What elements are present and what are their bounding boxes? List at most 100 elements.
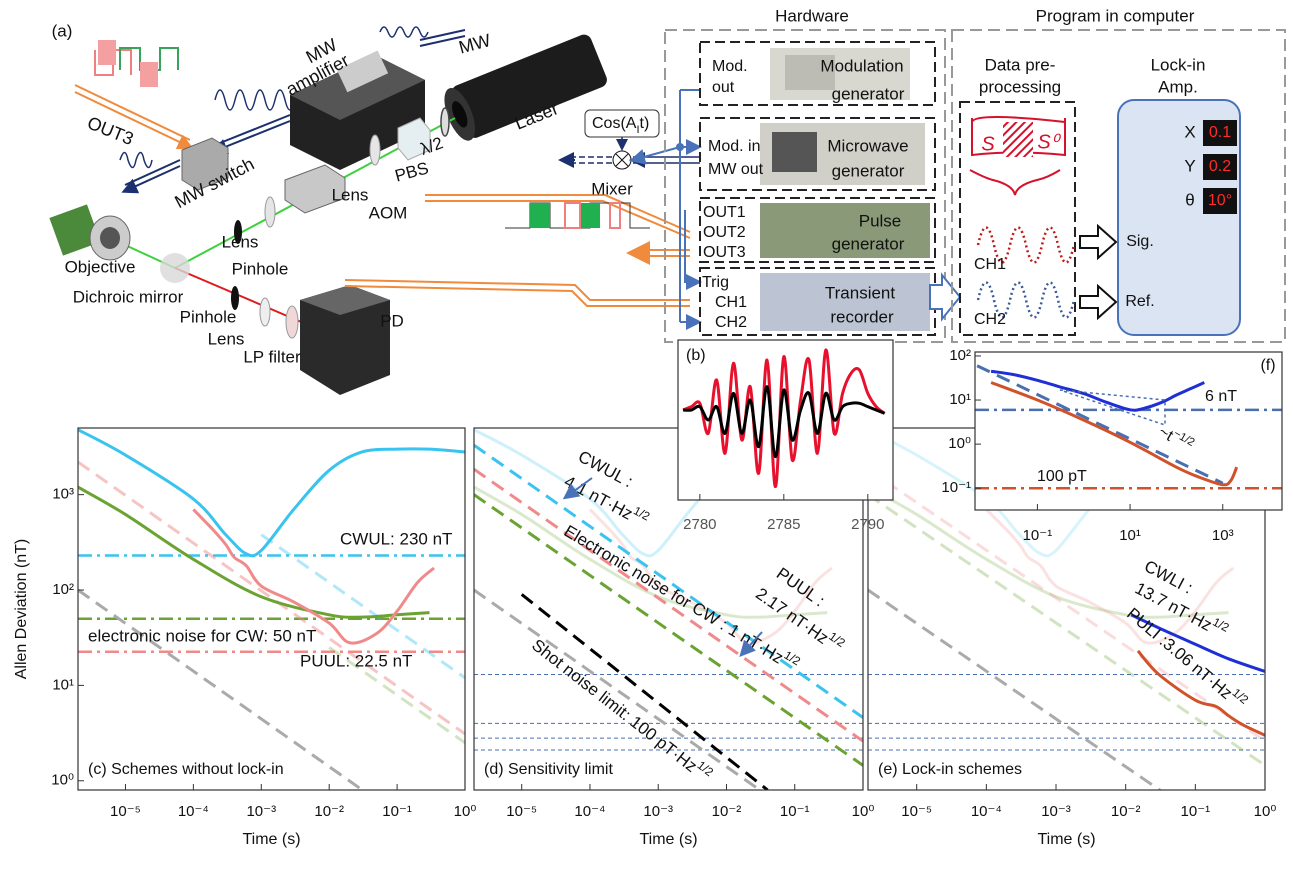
x-tick-label: 10⁻³ [246,803,276,820]
label: Amp. [1158,77,1198,96]
x-tick-label: 2785 [767,516,800,533]
label: (a) [52,21,73,40]
frame [77,427,466,791]
cos-label: Cos(AIt) [592,115,649,136]
label: Pinhole [180,307,237,326]
readout-value: 10° [1208,192,1232,209]
x-tick-label: 10⁻² [1111,803,1141,820]
y-tick-label: 10¹ [52,676,74,693]
signal-chain [558,29,1286,343]
annotation-text: Electronic noise for CW : 1 nT·Hz [560,522,786,668]
label: Hardware [775,6,849,25]
x-tick-label: 10⁻¹ [1181,803,1211,820]
data-line [78,428,465,558]
data-line [78,460,465,736]
label: Mod. [712,58,748,75]
y-tick-label: 10² [52,581,74,598]
panel-label: (e) Lock-in schemes [878,761,1022,778]
label: Lens [332,185,369,204]
y-tick-label: 10¹ [949,391,971,408]
data-line [682,348,886,489]
data-line [990,381,1239,487]
panel-label: (d) Sensitivity limit [484,761,613,778]
data-line [474,588,763,790]
data-line [868,493,1265,767]
label: MW [457,30,493,58]
x-axis-label: Time (s) [1037,831,1095,848]
data-line [78,588,365,790]
data-line [474,467,863,743]
x-tick-label: 10⁻⁴ [178,803,209,820]
label: OUT1 [703,204,746,221]
cos-subscript: I [636,124,639,136]
x-tick-label: 10⁻⁵ [110,803,141,820]
panel: 10⁻⁵ 10⁻⁴ 10⁻³ 10⁻² 10⁻¹ 10⁰ 10⁰ 10¹ 10² 10³ Time … [13,427,477,848]
annotation: electronic noise for CW: 50 nT [88,626,316,645]
label: generator [832,84,905,103]
x-tick-label: 10⁰ [454,803,477,820]
data-line [474,493,863,767]
x-axis-label: Time (s) [242,831,300,848]
x-tick-label: 10⁰ [852,803,875,820]
x-tick-label: 2790 [851,516,884,533]
label: LP filter [243,347,301,366]
label: Lens [222,232,259,251]
label: CH1 [715,294,747,311]
readout-name: θ [1185,190,1194,209]
data-line [260,533,465,680]
x-tick-label: 10⁻⁵ [506,803,537,820]
label: out [712,79,735,96]
x-tick-label: 10⁻³ [643,803,673,820]
label: AOM [369,203,408,222]
label: Objective [65,257,136,276]
arrow [562,477,593,500]
label: OUT2 [703,224,746,241]
annotation: 100 pT [1037,468,1087,485]
label: MW out [708,161,764,178]
frame [974,351,1283,511]
y-tick-label: 10⁰ [948,435,971,452]
label: Sig. [1126,233,1154,250]
label: Modulation [820,56,903,75]
label: CH1 [974,256,1006,273]
y-tick-label: 10⁰ [51,772,74,789]
cos-text: Cos(A [592,115,637,132]
x-tick-label: 2780 [683,516,716,533]
label: S⁰ [1037,131,1061,153]
label: Lock-in [1151,55,1206,74]
x-tick-label: 10⁻⁵ [901,803,932,820]
x-tick-label: 10⁻⁴ [971,803,1002,820]
annotation-text: Shot noise limit: 100 pT·Hz [528,636,701,777]
x-tick-label: 10³ [1212,527,1234,544]
data-line [328,646,465,745]
data-line [474,485,828,619]
label: Dichroic mirror [73,287,184,306]
data-line [682,385,886,459]
label: Mod. in [708,138,760,155]
x-tick-label: 10⁻² [314,803,344,820]
label: CH2 [974,311,1006,328]
label: Lens [208,329,245,348]
label: processing [979,77,1061,96]
label: Pulse [859,211,902,230]
label: recorder [830,307,894,326]
x-tick-label: 10⁻¹ [780,803,810,820]
label: PD [380,311,404,330]
readout-name: X [1184,122,1195,141]
x-tick-label: 10⁰ [1254,803,1277,820]
data-line [868,467,1265,743]
plot-area [78,428,465,790]
panel-label: (b) [686,347,706,364]
data-line [990,369,1205,412]
label: Trig [702,274,729,291]
label: Transient [825,283,896,302]
x-tick-label: 10⁻⁴ [574,803,605,820]
readout-value: 0.2 [1209,158,1231,175]
y-tick-label: 10⁻¹ [941,479,971,496]
annotation: PUUL: 22.5 nT [300,651,412,670]
frame [473,427,864,791]
cos-text: t) [640,115,650,132]
plot-area [975,364,1282,490]
